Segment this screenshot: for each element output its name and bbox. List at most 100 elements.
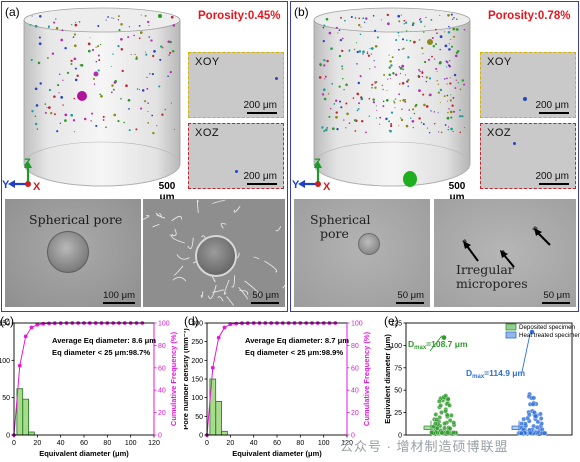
pore-dot xyxy=(345,127,347,129)
data-point xyxy=(533,413,538,419)
pore-dot xyxy=(102,119,105,121)
pore-dot xyxy=(438,131,440,133)
sem-caption: Spherical pore xyxy=(29,212,123,227)
spherical-pore-image xyxy=(47,231,89,273)
panel-c-chart: 0 20 40 60 80 100 120050100150020406080100Equi… xyxy=(0,321,178,459)
pore-dot xyxy=(374,66,376,68)
cumulative-point xyxy=(41,321,46,326)
pore-dot xyxy=(388,73,392,77)
pore-dot xyxy=(418,117,421,120)
pore-dot xyxy=(402,47,405,50)
pore-dot xyxy=(146,76,148,79)
y-tick-label: 50 xyxy=(394,388,402,395)
pore-dot xyxy=(340,16,342,19)
pore-dot xyxy=(321,93,325,96)
cell-boundary xyxy=(282,284,285,289)
pore-dot xyxy=(341,49,344,53)
pore-dot xyxy=(400,14,402,16)
y2-tick-label: 60 xyxy=(351,365,359,372)
panel-d-label: (d) xyxy=(184,314,199,328)
pore-dot xyxy=(386,13,389,17)
pore-dot xyxy=(447,111,449,114)
pore-dot xyxy=(452,130,454,133)
pore-dot xyxy=(418,89,421,92)
pore-dot xyxy=(395,73,398,76)
cell-boundary xyxy=(171,233,185,244)
pore-dot xyxy=(446,61,449,64)
x-tick-label: 60 xyxy=(80,440,88,447)
pore-dot xyxy=(386,89,388,92)
pore-dot xyxy=(345,83,348,86)
panel-a-frame xyxy=(1,1,288,312)
pore-dot xyxy=(449,60,451,62)
plot-frame xyxy=(405,322,573,436)
pore-dot xyxy=(407,81,409,83)
pore-dot xyxy=(423,31,425,33)
sem-scalebar: 50 μm xyxy=(396,290,424,304)
pore-dot xyxy=(76,74,79,78)
pore-dot xyxy=(138,37,141,40)
pore-dot xyxy=(146,87,149,90)
cumulative-point xyxy=(210,365,215,370)
pore-dots xyxy=(29,14,176,135)
pore-dot xyxy=(342,78,344,80)
pore-dot xyxy=(425,105,429,108)
pore-dot xyxy=(167,75,169,78)
pore-dot xyxy=(339,38,343,42)
pore-dot xyxy=(434,28,437,31)
pore-dot xyxy=(336,127,339,131)
pore-dot xyxy=(375,81,378,83)
pore-dot xyxy=(113,113,117,117)
pore-dot xyxy=(421,75,424,78)
pore-dot xyxy=(136,88,139,90)
pore-dot xyxy=(356,92,360,96)
pore-dot xyxy=(372,98,375,101)
cell-boundary xyxy=(187,237,194,249)
pore-dot xyxy=(383,73,386,77)
pore-dot xyxy=(388,54,390,56)
pore-dot xyxy=(128,108,130,110)
pore-dot xyxy=(138,88,140,91)
pore-dot xyxy=(148,25,150,27)
pore-dot xyxy=(398,93,401,96)
pore-dot xyxy=(360,119,364,123)
pore-dot xyxy=(37,61,41,65)
pore-dot xyxy=(401,108,403,110)
spherical-pore-image xyxy=(358,233,380,255)
pore-dot xyxy=(323,24,326,27)
pore-dot xyxy=(72,36,75,38)
panel-b-sem-irregular-micropores: Irregular micropores 50 μm xyxy=(434,199,576,307)
pore-dot xyxy=(78,20,81,23)
pore-dot xyxy=(328,31,332,35)
pore-dot xyxy=(168,54,170,56)
pore-dot xyxy=(90,120,92,122)
sem-scalebar: 50 μm xyxy=(542,290,570,304)
panel-a-axis-y: Y xyxy=(2,179,10,191)
pore-dot xyxy=(339,100,341,103)
pore-dot xyxy=(147,102,149,105)
pore-dot xyxy=(444,124,447,126)
pore-dot xyxy=(412,22,415,25)
pore-dot xyxy=(60,96,64,99)
pore-dot xyxy=(72,119,76,122)
pore-dot xyxy=(437,112,439,114)
pore-dot xyxy=(97,69,100,72)
pore-dot xyxy=(112,88,115,91)
pore-dot xyxy=(390,123,393,125)
x-tick-label: 0 xyxy=(12,440,16,447)
pore-dot xyxy=(369,68,371,70)
pore-dot xyxy=(120,47,124,51)
pore-dot xyxy=(356,63,358,65)
sem-scalebar: 100 μm xyxy=(103,290,135,304)
x-tick-label: 120 xyxy=(341,440,353,447)
pore-dot xyxy=(34,87,38,91)
cumulative-point xyxy=(23,334,28,339)
y2-axis-title: Cumulative Frequency (%) xyxy=(362,331,371,426)
pore-dot xyxy=(421,71,424,74)
pore-dot xyxy=(92,77,95,80)
pore-closeup-image xyxy=(195,235,237,277)
pore-dot xyxy=(71,24,73,26)
pore-dot xyxy=(117,19,120,21)
pore-dot xyxy=(448,25,450,28)
pore-dot xyxy=(38,42,42,46)
